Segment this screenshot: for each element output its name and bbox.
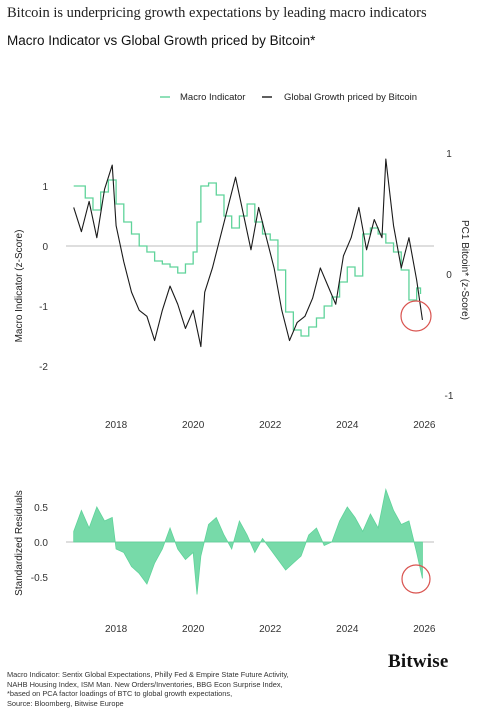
legend-label-bitcoin: Global Growth priced by Bitcoin: [284, 92, 417, 103]
x-tick-top: 2020: [182, 420, 205, 431]
highlight-circle-bottom: [401, 564, 431, 594]
x-tick-bottom: 2018: [105, 624, 128, 635]
x-tick-top: 2022: [259, 420, 282, 431]
bitwise-logo: Bitwise: [388, 651, 449, 672]
series-line-bitcoin: [73, 158, 423, 348]
footer-line-4: Source: Bloomberg, Bitwise Europe: [7, 698, 124, 708]
y-tick-bottom: 0.0: [34, 538, 48, 549]
y-tick-right: 0: [446, 270, 452, 281]
top-ticks: 1 0 -1 -2 1 0 -1 2018 2020 2022 2024 2026: [39, 149, 454, 431]
x-tick-top: 2026: [413, 420, 436, 431]
y-tick-right: 1: [446, 149, 452, 160]
highlight-circle-top: [400, 300, 432, 332]
x-tick-bottom: 2024: [336, 624, 359, 635]
series-line-macro-indicator: [73, 179, 422, 337]
x-tick-bottom: 2020: [182, 624, 205, 635]
legend-label-macro: Macro Indicator: [180, 92, 245, 103]
y-tick-left: 1: [42, 182, 48, 193]
x-tick-bottom: 2022: [259, 624, 282, 635]
series-area-residuals: [73, 488, 423, 595]
footer-notes: Macro Indicator: Sentix Global Expectati…: [7, 670, 367, 708]
legend: Macro Indicator Global Growth priced by …: [160, 92, 417, 103]
y-tick-left: -1: [39, 302, 48, 313]
y-tick-right: -1: [445, 391, 454, 402]
footer-line-3: *based on PCA factor loadings of BTC to …: [7, 689, 233, 699]
x-tick-top: 2024: [336, 420, 359, 431]
x-tick-bottom: 2026: [413, 624, 436, 635]
top-series-layer: [73, 158, 423, 348]
x-tick-top: 2018: [105, 420, 128, 431]
y-axis-label-bottom: Standardized Residuals: [14, 490, 25, 596]
chart-title: Macro Indicator vs Global Growth priced …: [7, 33, 316, 48]
y-tick-left: -2: [39, 362, 48, 373]
headline: Bitcoin is underpricing growth expectati…: [7, 5, 427, 21]
y-tick-left: 0: [42, 242, 48, 253]
y-axis-label-right: PC1 Bitcoin* (z-Score): [459, 220, 470, 320]
footer-line-2: NAHB Housing Index, ISM Man. New Orders/…: [7, 679, 283, 689]
bottom-series-layer: [73, 488, 423, 595]
y-tick-bottom: -0.5: [31, 573, 49, 584]
bottom-ticks: 0.5 0.0 -0.5 2018 2020 2022 2024 2026: [31, 503, 436, 635]
footer-line-1: Macro Indicator: Sentix Global Expectati…: [7, 670, 289, 679]
y-axis-label-left: Macro Indicator (z-Score): [14, 230, 25, 343]
y-tick-bottom: 0.5: [34, 503, 48, 514]
